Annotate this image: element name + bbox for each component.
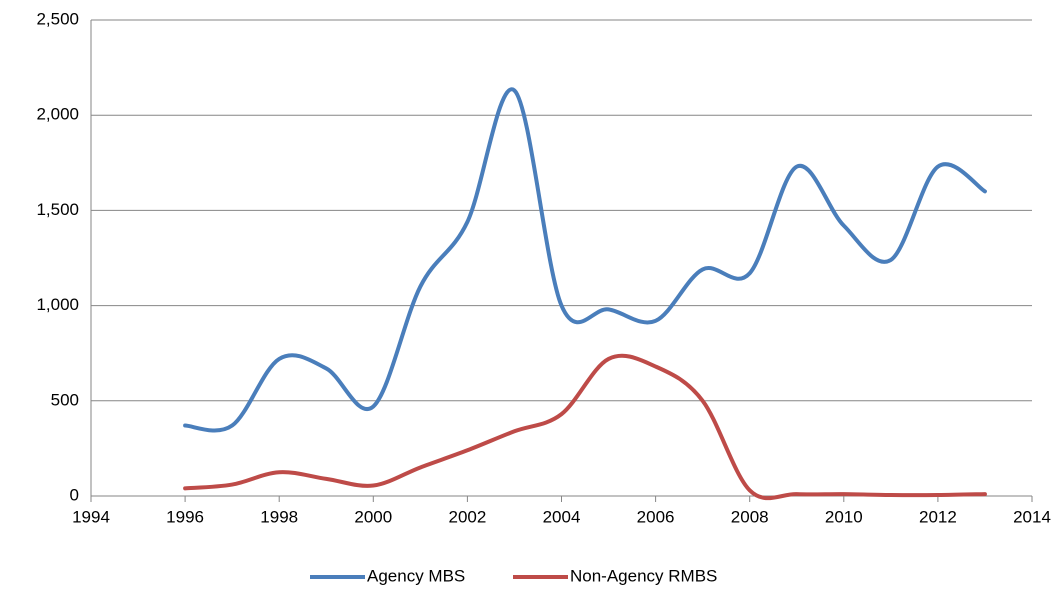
y-tick-label: 2,000 (36, 105, 79, 124)
x-tick-label: 1994 (72, 507, 110, 526)
y-tick-label: 0 (70, 485, 79, 504)
x-tick-label: 1998 (260, 507, 298, 526)
line-series (183, 87, 987, 433)
x-tick-label: 2006 (637, 507, 675, 526)
x-tick-label: 2002 (448, 507, 486, 526)
legend-label: Agency MBS (367, 566, 465, 585)
y-tick-label: 1,000 (36, 295, 79, 314)
x-tick-label: 2004 (543, 507, 581, 526)
x-tick-label: 2008 (731, 507, 769, 526)
x-tick-label: 2000 (354, 507, 392, 526)
x-tick-label: 1996 (166, 507, 204, 526)
y-tick-label: 2,500 (36, 9, 79, 28)
x-tick-label: 2012 (919, 507, 957, 526)
line-series (183, 353, 987, 501)
x-tick-label: 2014 (1013, 507, 1051, 526)
y-tick-label: 1,500 (36, 200, 79, 219)
y-tick-label: 500 (51, 390, 79, 409)
legend-label: Non-Agency RMBS (570, 566, 717, 585)
x-tick-label: 2010 (825, 507, 863, 526)
